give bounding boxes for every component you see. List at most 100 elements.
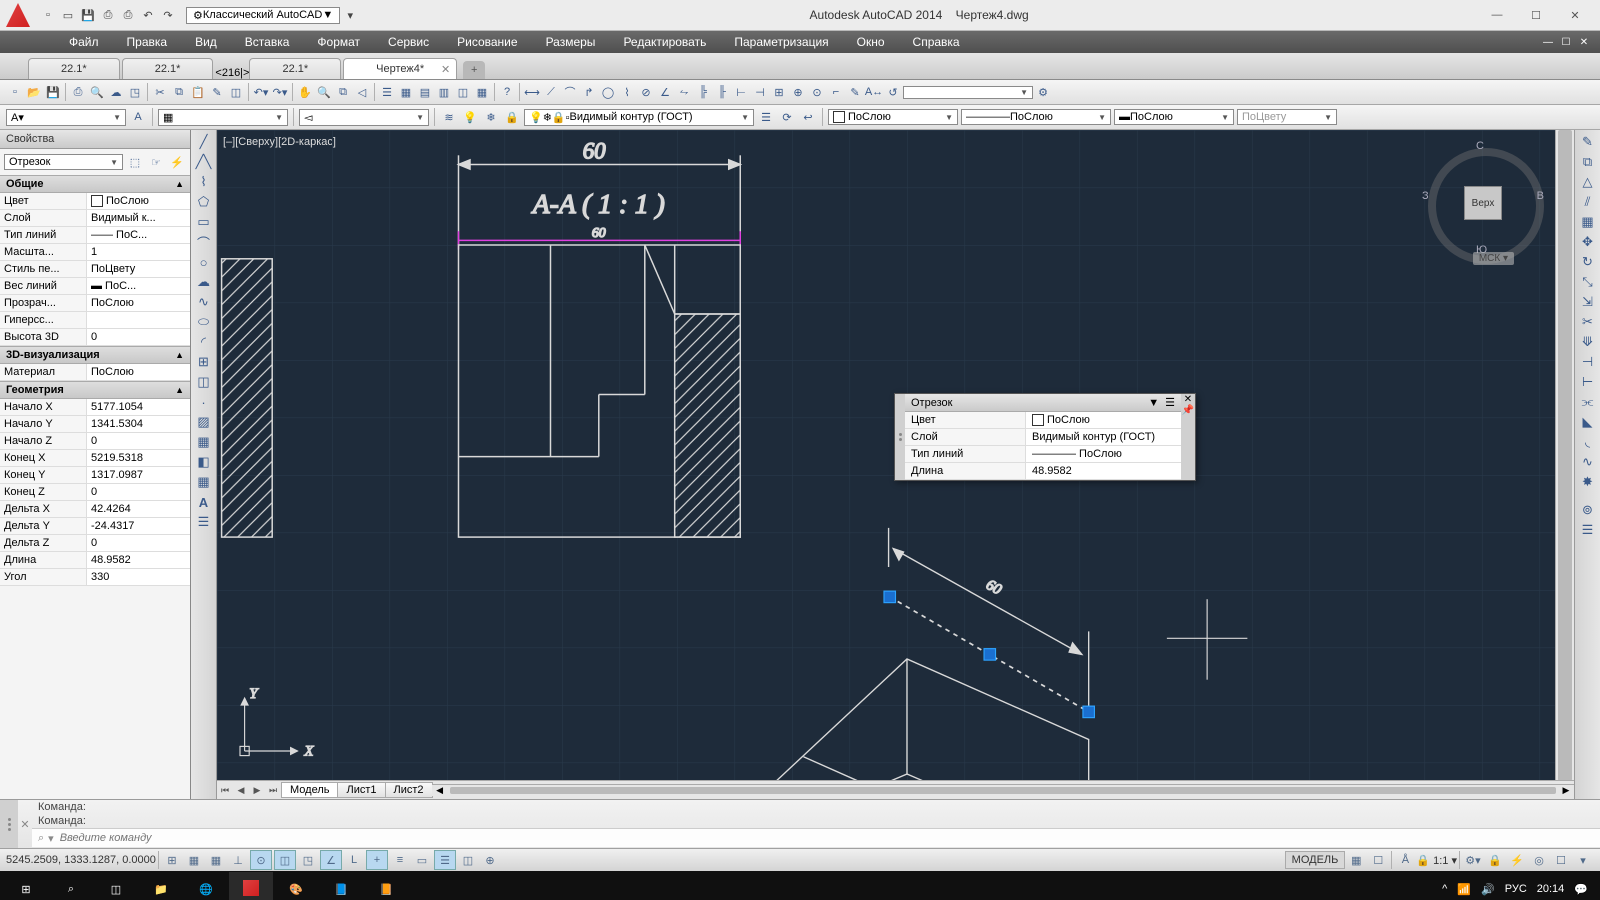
prop-row[interactable]: МатериалПоСлою bbox=[0, 364, 190, 381]
tray-up-icon[interactable]: ^ bbox=[1442, 883, 1447, 895]
dim-space-icon[interactable]: ⊢ bbox=[732, 83, 750, 101]
sc-icon[interactable]: ◫ bbox=[458, 851, 478, 869]
app-logo[interactable] bbox=[6, 3, 30, 27]
menu-tools[interactable]: Сервис bbox=[374, 32, 443, 52]
break2-icon[interactable]: ⊢ bbox=[1575, 372, 1600, 392]
dim-quick-icon[interactable]: ⥊ bbox=[675, 83, 693, 101]
model-button[interactable]: МОДЕЛЬ bbox=[1285, 851, 1346, 869]
qat-undo-icon[interactable]: ↶ bbox=[139, 6, 157, 24]
otrack-icon[interactable]: ∠ bbox=[320, 850, 342, 870]
lock-ui-icon[interactable]: 🔒 bbox=[1485, 851, 1505, 869]
prop-row[interactable]: Дельта Y-24.4317 bbox=[0, 518, 190, 535]
dim-arc-icon[interactable]: ⌒ bbox=[561, 83, 579, 101]
textstyle-combo[interactable]: A▾▼ bbox=[6, 109, 126, 126]
qselect-icon[interactable]: ⚡ bbox=[168, 153, 186, 171]
ortho-icon[interactable]: ⊥ bbox=[228, 851, 248, 869]
paint-icon[interactable]: 🎨 bbox=[274, 873, 318, 900]
coords-readout[interactable]: 5245.2509, 1333.1287, 0.0000 bbox=[6, 854, 156, 866]
inventor-icon[interactable]: 📙 bbox=[364, 873, 408, 900]
xline-icon[interactable]: ╱╲ bbox=[191, 152, 216, 172]
dim-linear-icon[interactable]: ⟷ bbox=[523, 83, 541, 101]
tray-time[interactable]: 20:14 bbox=[1537, 883, 1565, 895]
dimstyle-icon[interactable]: ⚙ bbox=[1034, 83, 1052, 101]
ws-switch-icon[interactable]: ⚙▾ bbox=[1463, 851, 1483, 869]
menu-help[interactable]: Справка bbox=[899, 32, 974, 52]
command-input[interactable] bbox=[58, 831, 1594, 845]
line-icon[interactable]: ╱ bbox=[191, 132, 216, 152]
prop-row[interactable]: ЦветПоСлою bbox=[0, 193, 190, 210]
tab-next-icon[interactable]: ▶ bbox=[249, 785, 265, 796]
dc-icon[interactable]: ▦ bbox=[397, 83, 415, 101]
prop-row[interactable]: Гиперсс... bbox=[0, 312, 190, 329]
cmd-drag-handle[interactable] bbox=[0, 800, 18, 848]
zoom-rt-icon[interactable]: 🔍 bbox=[315, 83, 333, 101]
dim-ang-icon[interactable]: ∠ bbox=[656, 83, 674, 101]
dimtedit-icon[interactable]: A↔ bbox=[865, 83, 883, 101]
snap-icon[interactable]: ▦ bbox=[184, 851, 204, 869]
pline-icon[interactable]: ⌇ bbox=[191, 172, 216, 192]
tpy-icon[interactable]: ▭ bbox=[412, 851, 432, 869]
prop-row[interactable]: Прозрач...ПоСлою bbox=[0, 295, 190, 312]
anno-vis-icon[interactable]: Å bbox=[1395, 851, 1415, 869]
qat-new-icon[interactable]: ▫ bbox=[39, 6, 57, 24]
menu-edit[interactable]: Правка bbox=[113, 32, 182, 52]
block-icon[interactable]: ◫ bbox=[227, 83, 245, 101]
new-tab-button[interactable]: + bbox=[463, 61, 485, 79]
lwt-icon[interactable]: ≡ bbox=[390, 851, 410, 869]
prop-row[interactable]: Конец X5219.5318 bbox=[0, 450, 190, 467]
prop-row[interactable]: Высота 3D0 bbox=[0, 329, 190, 346]
insert-icon[interactable]: ⊞ bbox=[191, 352, 216, 372]
layermgr-icon[interactable]: ☰ bbox=[757, 108, 775, 126]
prop-row[interactable]: Тип линий—— ПоС... bbox=[0, 227, 190, 244]
help-icon[interactable]: ? bbox=[498, 83, 516, 101]
prop-row[interactable]: Конец Y1317.0987 bbox=[0, 467, 190, 484]
paste-icon[interactable]: 📋 bbox=[189, 83, 207, 101]
revcloud-icon[interactable]: ☁ bbox=[191, 272, 216, 292]
gradient-icon[interactable]: ▦ bbox=[191, 432, 216, 452]
tab-first-icon[interactable]: ⏮ bbox=[217, 785, 233, 796]
dim-base-icon[interactable]: ╠ bbox=[694, 83, 712, 101]
point-icon[interactable]: · bbox=[191, 392, 216, 412]
prop-row[interactable]: Вес линий▬ ПоС... bbox=[0, 278, 190, 295]
clean-icon[interactable]: ☐ bbox=[1551, 851, 1571, 869]
chrome-icon[interactable]: 🌐 bbox=[184, 873, 228, 900]
layer-combo[interactable]: 💡❄🔒▫ Видимый контур (ГОСТ)▼ bbox=[524, 109, 754, 126]
mdi-max-button[interactable]: ☐ bbox=[1558, 35, 1574, 49]
stretch-icon[interactable]: ⇲ bbox=[1575, 292, 1600, 312]
autocad-taskbar-icon[interactable] bbox=[229, 872, 273, 900]
cube-top[interactable]: Верх bbox=[1464, 186, 1502, 220]
menu-draw[interactable]: Рисование bbox=[443, 32, 531, 52]
doc-tab-1[interactable]: 22.1* bbox=[122, 58, 214, 79]
move-icon[interactable]: ✥ bbox=[1575, 232, 1600, 252]
tab-last-icon[interactable]: ⏭ bbox=[265, 785, 281, 796]
steer-icon[interactable]: ⊚ bbox=[1575, 500, 1600, 520]
dim-dia-icon[interactable]: ⊘ bbox=[637, 83, 655, 101]
ellarc-icon[interactable]: ◜ bbox=[191, 332, 216, 352]
prop-row[interactable]: Начало X5177.1054 bbox=[0, 399, 190, 416]
polar-icon[interactable]: ⊙ bbox=[250, 850, 272, 870]
tablestyle-combo[interactable]: ▦▼ bbox=[158, 109, 288, 126]
dim-jog-icon[interactable]: ⌇ bbox=[618, 83, 636, 101]
laymcur-icon[interactable]: ⟳ bbox=[778, 108, 796, 126]
ssm-icon[interactable]: ▥ bbox=[435, 83, 453, 101]
tolerance-icon[interactable]: ⊞ bbox=[770, 83, 788, 101]
doc-tab-2[interactable]: 22.1* bbox=[249, 58, 341, 79]
dim-ord-icon[interactable]: ↱ bbox=[580, 83, 598, 101]
cmd-close-icon[interactable]: ✕ bbox=[18, 800, 32, 848]
minimize-button[interactable]: — bbox=[1478, 3, 1516, 27]
pickadd-icon[interactable]: ⬚ bbox=[126, 153, 144, 171]
qprop-row[interactable]: Тип линий———— ПоСлою bbox=[905, 446, 1181, 463]
obj-type-combo[interactable]: Отрезок▼ bbox=[4, 154, 123, 170]
prop-section-geom[interactable]: Геометрия▲ bbox=[0, 381, 190, 399]
mtext-icon[interactable]: A bbox=[191, 492, 216, 512]
layer-iso-icon[interactable]: ≋ bbox=[440, 108, 458, 126]
3dosnap-icon[interactable]: ◳ bbox=[298, 851, 318, 869]
props-icon[interactable]: ☰ bbox=[378, 83, 396, 101]
prop-row[interactable]: СлойВидимый к... bbox=[0, 210, 190, 227]
dimstyle-combo[interactable]: ▼ bbox=[903, 86, 1033, 99]
cut-icon[interactable]: ✂ bbox=[151, 83, 169, 101]
qat-more-icon[interactable]: ▾ bbox=[341, 6, 359, 24]
block-icon[interactable]: ◫ bbox=[191, 372, 216, 392]
prop-row[interactable]: Длина48.9582 bbox=[0, 552, 190, 569]
layer-on-icon[interactable]: 💡 bbox=[461, 108, 479, 126]
